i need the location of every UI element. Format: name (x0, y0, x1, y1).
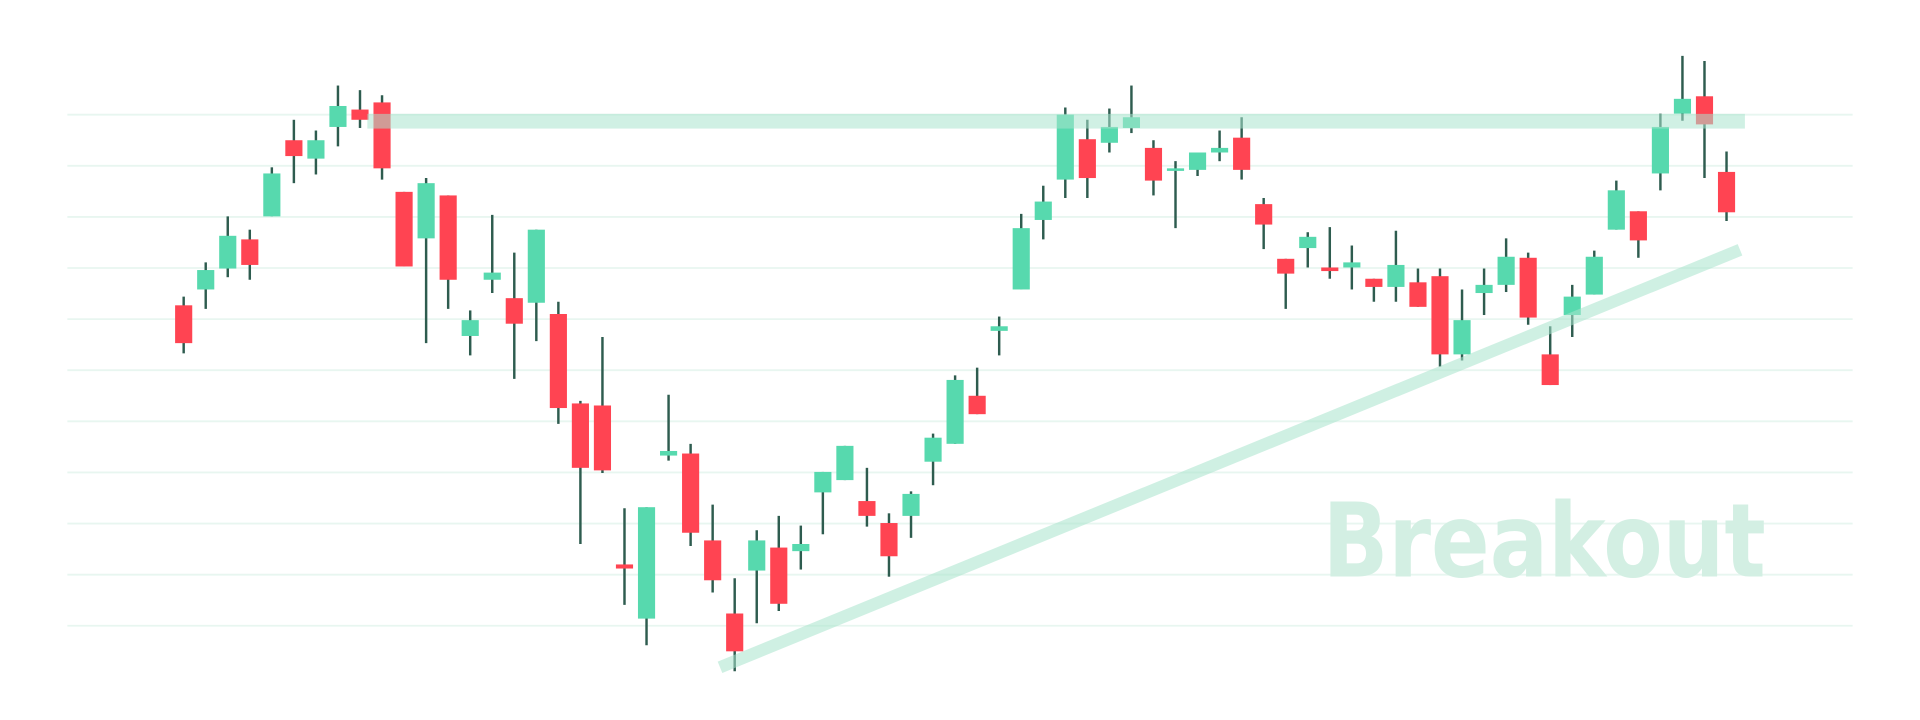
candle-body (549, 314, 567, 409)
candle-body (1431, 276, 1449, 355)
candle-body (1651, 126, 1669, 174)
candle-body (814, 471, 832, 493)
candle-body (1387, 264, 1405, 287)
candle-body (1211, 147, 1229, 153)
candle-body (902, 493, 920, 516)
candle-body (792, 543, 810, 552)
candle-body (1519, 257, 1537, 318)
candle-body (1497, 256, 1515, 285)
candle-body (1056, 114, 1074, 180)
candle-body (571, 403, 589, 468)
candle-body (1144, 147, 1163, 181)
candle-body (1188, 152, 1207, 170)
candle-body (726, 613, 744, 652)
candle-body (329, 105, 347, 127)
candles (175, 55, 1736, 672)
candle-body (1012, 228, 1030, 290)
support-line (717, 244, 1743, 674)
candle-body (1299, 236, 1317, 249)
candle-body (527, 229, 545, 303)
candle-body (836, 445, 854, 481)
candle-body (1034, 201, 1052, 220)
candle-body (175, 305, 193, 344)
candle-body (263, 173, 281, 217)
candle-body (373, 102, 391, 169)
candle-body (990, 326, 1008, 331)
candle-body (748, 540, 766, 571)
candle-body (924, 437, 942, 462)
candle-body (1629, 211, 1647, 241)
candle-body (505, 298, 523, 324)
candle-body (1277, 258, 1295, 274)
candle-body (968, 395, 986, 415)
candle-body (1365, 278, 1383, 287)
candle-body (1321, 267, 1339, 272)
candle-body (1717, 171, 1736, 213)
candle-body (395, 191, 413, 267)
candle-body (682, 453, 700, 533)
candle-body (1475, 284, 1493, 294)
candle-body (285, 140, 303, 157)
candle-body (858, 501, 876, 516)
candle-body (660, 450, 678, 456)
candle-body (1541, 354, 1559, 386)
candle-body (197, 270, 215, 290)
candle-body (1673, 98, 1692, 114)
candle-body (307, 140, 325, 159)
candle-body (946, 379, 964, 444)
candle-body (439, 195, 457, 280)
candle-body (1233, 137, 1251, 170)
candle-body (593, 405, 612, 471)
candle-body (417, 183, 435, 239)
candle-body (1255, 204, 1273, 225)
candle-body (615, 564, 634, 569)
candle-body (1166, 168, 1185, 171)
candle-body (461, 320, 479, 336)
candle-body (1453, 320, 1471, 355)
candle-body (351, 109, 369, 120)
candle-body (637, 507, 656, 619)
candle-body (704, 540, 722, 581)
annotation: Breakout (1322, 483, 1765, 602)
resistance-band (367, 113, 1745, 129)
candle-body (1607, 190, 1625, 230)
candle-body (1343, 262, 1361, 268)
candle-body (1409, 282, 1427, 307)
candle-body (1100, 126, 1118, 143)
candle-body (241, 239, 259, 265)
candle-body (770, 547, 788, 604)
candle-body (219, 235, 237, 269)
candle-body (1078, 139, 1096, 179)
candle-body (483, 272, 501, 280)
candle-body (880, 523, 898, 557)
candle-body (1585, 256, 1603, 295)
